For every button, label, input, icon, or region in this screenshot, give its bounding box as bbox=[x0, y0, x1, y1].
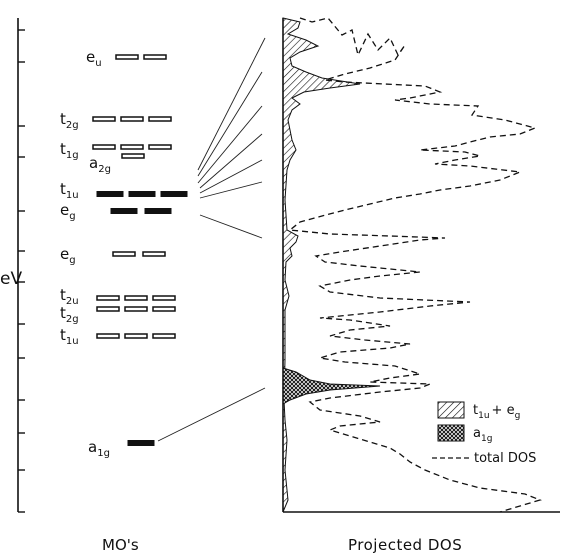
mo-level-label: eg bbox=[60, 245, 76, 266]
mo-level-t2g: t2g bbox=[60, 304, 176, 325]
mo-level-bar bbox=[120, 116, 144, 122]
correlation-line bbox=[157, 387, 266, 442]
mo-level-label: a2g bbox=[89, 154, 111, 175]
mo-level-label: eu bbox=[86, 48, 102, 69]
mo-level-label: eg bbox=[60, 201, 76, 222]
mo-level-bar bbox=[152, 333, 176, 339]
mo-level-bar bbox=[96, 333, 120, 339]
correlation-line bbox=[199, 159, 263, 194]
mo-level-label: t1g bbox=[60, 140, 79, 161]
correlation-line bbox=[199, 181, 263, 199]
mo-level-t1g: t1g bbox=[60, 140, 172, 161]
mo-level-bar bbox=[142, 251, 166, 257]
mo-level-bar bbox=[160, 191, 188, 197]
projected-dos-t1u-eg bbox=[282, 17, 361, 513]
mo-level-bar bbox=[120, 144, 144, 150]
dos-panel-title: Projected DOS bbox=[348, 536, 462, 554]
mo-level-bar bbox=[124, 333, 148, 339]
mo-level-label: t1u bbox=[60, 326, 79, 347]
mo-level-bar bbox=[96, 306, 120, 312]
legend-label-a1g: a1g bbox=[473, 426, 492, 444]
energy-axis: eV bbox=[0, 18, 25, 513]
mo-level-t1u: t1u bbox=[60, 326, 176, 347]
mo-level-bar bbox=[152, 295, 176, 301]
mo-level-bar bbox=[110, 208, 138, 214]
mo-level-bar bbox=[148, 144, 172, 150]
mo-level-bar bbox=[115, 54, 139, 60]
mo-level-bar bbox=[112, 251, 136, 257]
mo-level-bar bbox=[148, 116, 172, 122]
mo-level-t2u: t2u bbox=[60, 286, 176, 307]
mo-level-bar bbox=[144, 208, 172, 214]
mo-level-bar bbox=[127, 440, 155, 446]
mo-level-t2g: t2g bbox=[60, 110, 172, 131]
correlation-line bbox=[197, 71, 263, 177]
legend: t1u + eg a1g total DOS bbox=[432, 401, 536, 466]
mo-level-eg: eg bbox=[60, 201, 172, 222]
mo-level-label: t2g bbox=[60, 304, 79, 325]
mo-panel-title: MO's bbox=[102, 536, 139, 554]
correlation-lines bbox=[157, 37, 266, 442]
correlation-line bbox=[199, 214, 263, 239]
total-dos-curve bbox=[288, 17, 542, 513]
mo-level-eg: eg bbox=[60, 245, 166, 266]
mo-level-bar bbox=[152, 306, 176, 312]
dos-panel bbox=[282, 17, 560, 513]
legend-swatch-crosshatch bbox=[437, 424, 465, 442]
projected-dos-a1g bbox=[282, 367, 381, 405]
mo-level-bar bbox=[128, 191, 156, 197]
legend-label-t1u-eg: t1u + eg bbox=[473, 403, 520, 421]
correlation-line bbox=[197, 37, 266, 171]
mo-level-label: t2g bbox=[60, 110, 79, 131]
mo-level-label: a1g bbox=[88, 438, 110, 459]
mo-level-bar bbox=[92, 116, 116, 122]
correlation-line bbox=[199, 133, 263, 189]
mo-level-bar bbox=[124, 295, 148, 301]
mo-level-bar bbox=[96, 295, 120, 301]
mo-level-a2g: a2g bbox=[89, 153, 145, 175]
mo-level-eu: eu bbox=[86, 48, 167, 69]
legend-label-total-dos: total DOS bbox=[474, 451, 536, 466]
mo-level-t1u: t1u bbox=[60, 180, 188, 201]
mo-level-bar bbox=[96, 191, 124, 197]
mo-level-bar bbox=[143, 54, 167, 60]
mo-level-bar bbox=[124, 306, 148, 312]
mo-level-label: t1u bbox=[60, 180, 79, 201]
mo-level-a1g: a1g bbox=[88, 438, 155, 459]
mo-level-label: t2u bbox=[60, 286, 79, 307]
legend-swatch-hatch bbox=[437, 401, 465, 419]
correlation-line bbox=[197, 105, 263, 184]
mo-level-bar bbox=[92, 144, 116, 150]
energy-axis-label: eV bbox=[0, 269, 22, 289]
mo-level-bar bbox=[121, 153, 145, 159]
